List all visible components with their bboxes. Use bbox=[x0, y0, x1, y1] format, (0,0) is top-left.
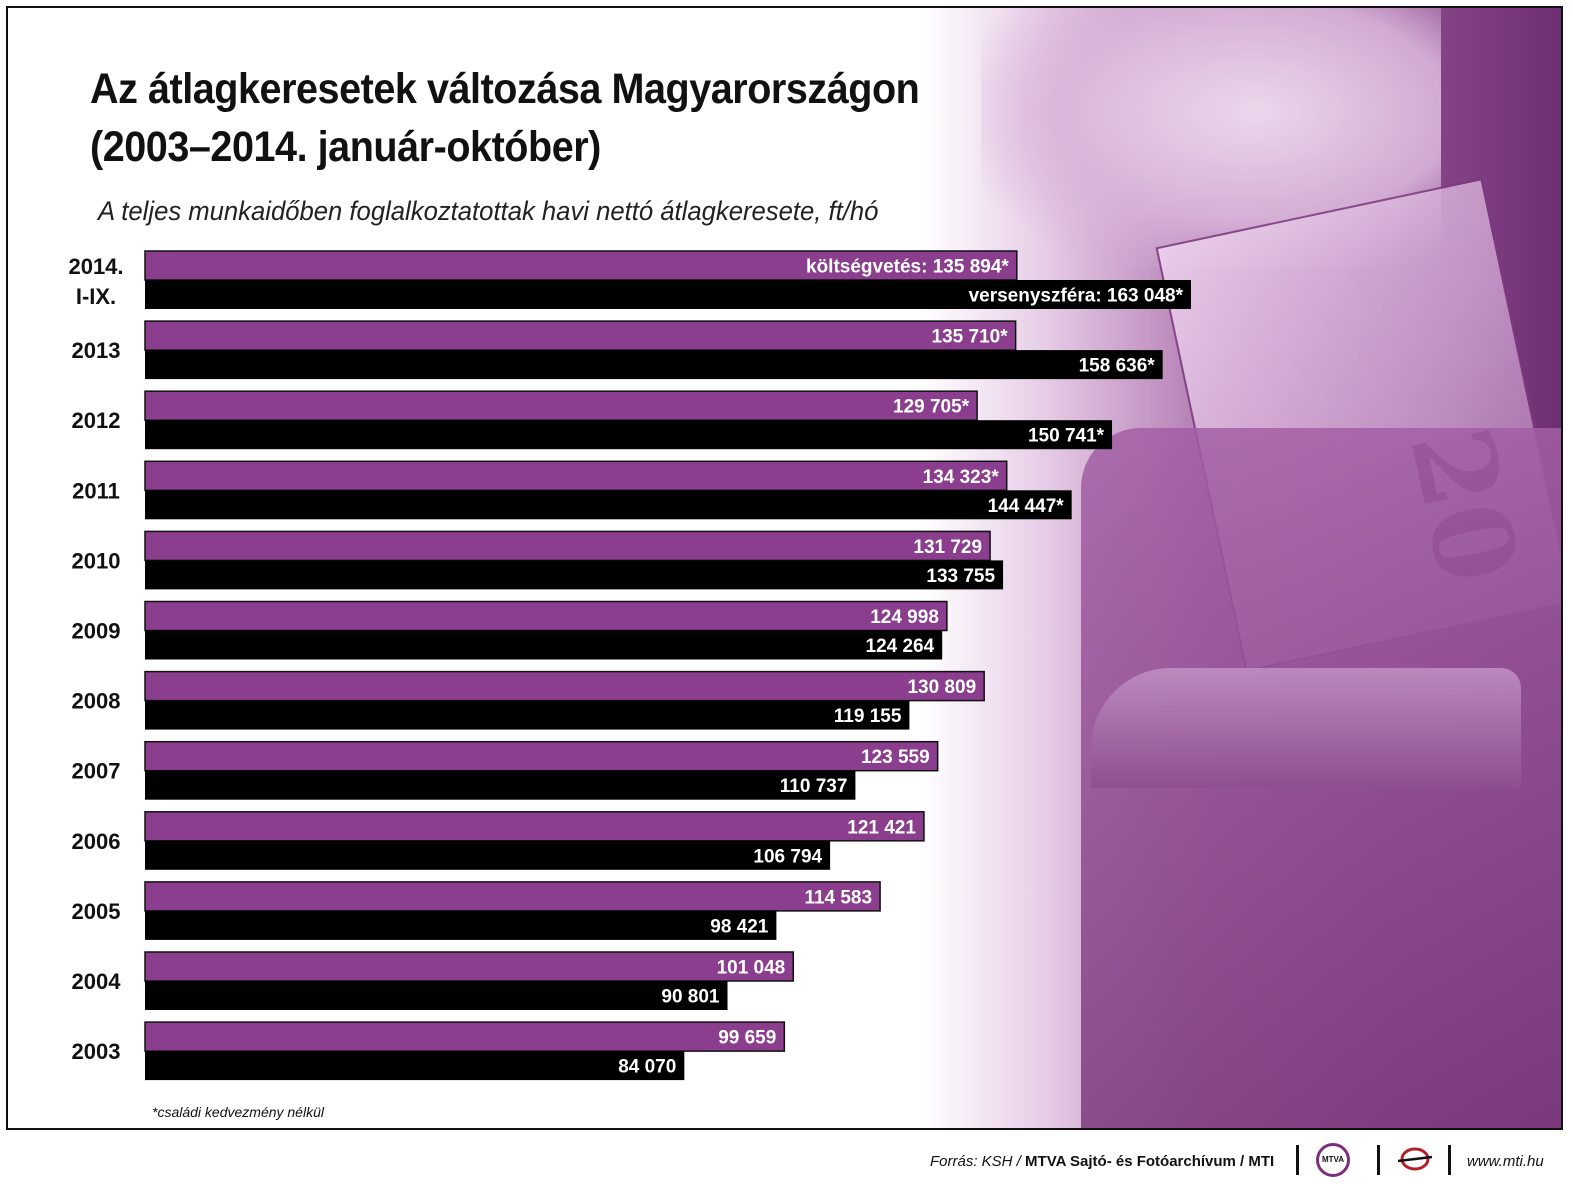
bar-competitive bbox=[145, 770, 856, 800]
category-label-line: 2007 bbox=[72, 759, 121, 784]
value-label-competitive: 84 070 bbox=[618, 1057, 676, 1078]
source-agency: MTVA Sajtó- és Fotóarchívum / MTI bbox=[1025, 1153, 1275, 1170]
title-line-1: Az átlagkeresetek változása Magyarország… bbox=[90, 65, 920, 113]
category-label-line: 2011 bbox=[72, 478, 120, 503]
category-label: 2012 bbox=[72, 408, 121, 433]
wallet-flap-image bbox=[1091, 668, 1521, 788]
value-label-budget: 134 323* bbox=[923, 467, 1000, 488]
website-link[interactable]: www.mti.hu bbox=[1467, 1153, 1544, 1170]
bar-budget bbox=[144, 460, 1008, 492]
source-text: Forrás: KSH / MTVA Sajtó- és Fotóarchívu… bbox=[930, 1153, 1274, 1170]
bar-competitive bbox=[145, 420, 1113, 450]
value-label-budget: 135 710* bbox=[932, 327, 1009, 348]
bar-budget bbox=[144, 881, 881, 912]
category-label: 2010 bbox=[72, 548, 121, 573]
chart-title: Az átlagkeresetek változása Magyarország… bbox=[90, 60, 920, 176]
wallet-money-photo: 20 bbox=[921, 8, 1561, 1128]
chart-subtitle: A teljes munkaidőben foglalkoztatottak h… bbox=[98, 196, 879, 226]
bar-competitive bbox=[145, 490, 1072, 520]
category-label: 2007 bbox=[72, 759, 121, 784]
bar-competitive bbox=[145, 981, 728, 1010]
bar-competitive bbox=[145, 840, 831, 870]
bar-competitive bbox=[145, 700, 910, 730]
value-label-competitive: versenyszféra: 163 048* bbox=[969, 286, 1184, 307]
value-label-budget: 129 705* bbox=[893, 397, 970, 418]
bar-competitive bbox=[145, 560, 1004, 590]
mtva-logo-text: MTVA bbox=[1321, 1155, 1345, 1164]
category-label-line: I-IX. bbox=[76, 284, 116, 309]
value-label-competitive: 90 801 bbox=[661, 987, 720, 1008]
value-label-budget: 124 998 bbox=[870, 607, 939, 628]
category-label: 2005 bbox=[72, 899, 121, 924]
category-label: 2009 bbox=[72, 619, 121, 644]
bar-budget bbox=[144, 811, 925, 842]
value-label-competitive: 124 264 bbox=[866, 636, 935, 657]
value-label-budget: 121 421 bbox=[847, 817, 916, 838]
category-label-line: 2014. bbox=[68, 254, 123, 279]
category-label-line: 2012 bbox=[72, 408, 121, 433]
bar-budget bbox=[144, 390, 978, 421]
value-label-competitive: 119 155 bbox=[834, 706, 902, 727]
category-label-line: 2004 bbox=[72, 969, 122, 994]
mtva-logo-icon: MTVA bbox=[1316, 1143, 1350, 1177]
bar-chart: 2014. I-IX. költségvetés: 135 894* versenys… bbox=[68, 250, 1191, 1081]
value-label-competitive: 133 755 bbox=[926, 566, 995, 587]
value-label-competitive: 158 636* bbox=[1079, 356, 1156, 377]
value-label-budget: 99 659 bbox=[718, 1028, 776, 1049]
bar-budget bbox=[144, 250, 1018, 281]
separator bbox=[1296, 1145, 1299, 1175]
category-label-line: 2008 bbox=[72, 689, 121, 714]
bar-budget bbox=[144, 600, 948, 632]
category-label: 2011 bbox=[72, 478, 120, 503]
category-label-line: 2003 bbox=[72, 1039, 121, 1064]
mti-logo-icon bbox=[1398, 1147, 1432, 1171]
category-label: 2003 bbox=[72, 1039, 121, 1064]
bar-budget bbox=[144, 530, 991, 562]
value-label-competitive: 98 421 bbox=[710, 916, 769, 937]
bar-budget bbox=[144, 670, 985, 702]
footnote: *családi kedvezmény nélkül bbox=[152, 1104, 324, 1120]
footer: Forrás: KSH / MTVA Sajtó- és Fotóarchívu… bbox=[0, 1140, 1573, 1200]
separator bbox=[1377, 1145, 1380, 1175]
source-prefix: Forrás: KSH / bbox=[930, 1153, 1021, 1170]
value-label-budget: 114 583 bbox=[804, 887, 872, 908]
separator bbox=[1448, 1145, 1451, 1175]
value-label-budget: 123 559 bbox=[861, 747, 930, 768]
value-label-competitive: 144 447* bbox=[988, 496, 1065, 517]
bar-competitive bbox=[145, 280, 1191, 309]
category-label-line: 2013 bbox=[72, 338, 121, 363]
value-label-competitive: 106 794 bbox=[753, 846, 822, 867]
value-label-budget: 131 729 bbox=[913, 537, 982, 558]
title-line-2: (2003–2014. január-október) bbox=[90, 123, 601, 171]
value-label-budget: 101 048 bbox=[717, 958, 786, 979]
category-label-line: 2010 bbox=[72, 548, 121, 573]
value-label-competitive: 110 737 bbox=[780, 776, 848, 797]
category-label-line: 2006 bbox=[72, 829, 121, 854]
category-label: 2013 bbox=[72, 338, 121, 363]
bar-competitive bbox=[145, 350, 1163, 380]
bar-competitive bbox=[145, 630, 943, 660]
bar-budget bbox=[144, 1021, 786, 1052]
bar-budget bbox=[144, 740, 939, 772]
category-label: 2006 bbox=[72, 829, 121, 854]
category-label: 2004 bbox=[72, 969, 122, 994]
bar-budget bbox=[144, 320, 1017, 351]
category-label-line: 2005 bbox=[72, 899, 121, 924]
category-label-line: 2009 bbox=[72, 619, 121, 644]
value-label-budget: 130 809 bbox=[907, 677, 976, 698]
value-label-budget: költségvetés: 135 894* bbox=[806, 257, 1009, 278]
value-label-competitive: 150 741* bbox=[1028, 426, 1105, 447]
bar-competitive bbox=[145, 1051, 685, 1081]
category-label: 2014. I-IX. bbox=[68, 254, 123, 309]
category-label: 2008 bbox=[72, 689, 121, 714]
bar-budget bbox=[144, 951, 795, 982]
bar-competitive bbox=[145, 910, 777, 940]
infographic-frame: 20 Az átlagkeresetek változása Magyarors… bbox=[6, 6, 1563, 1130]
